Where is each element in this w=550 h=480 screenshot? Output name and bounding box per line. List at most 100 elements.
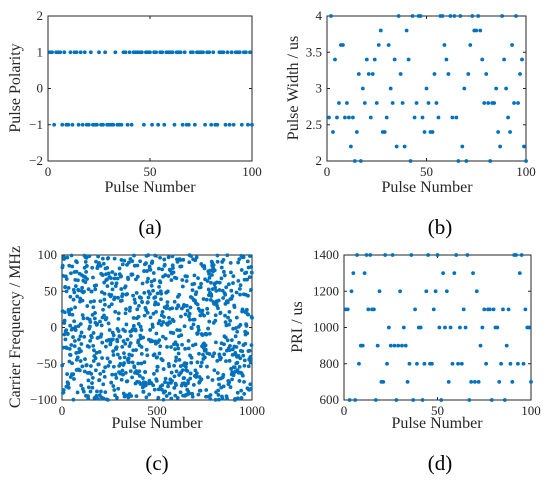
data-point-c	[196, 276, 200, 281]
data-point-c	[213, 318, 218, 323]
data-point-c	[205, 279, 210, 283]
x-axis-label-d: Pulse Number	[391, 415, 483, 432]
data-point-c	[63, 285, 68, 289]
data-point-c	[137, 369, 142, 374]
data-point-c	[69, 343, 74, 347]
data-point-c	[152, 387, 157, 392]
panel-b: 0 50 100 2 2.5 3 3.5 4 Pulse Number Pulse Width…	[285, 8, 536, 239]
data-point-c	[183, 364, 188, 369]
data-point-d	[517, 271, 522, 276]
data-point-c	[87, 344, 91, 349]
data-point-c	[114, 376, 119, 380]
data-point-c	[222, 352, 227, 357]
data-point-c	[238, 283, 243, 288]
data-point-c	[101, 369, 106, 374]
data-point-c	[92, 299, 97, 303]
data-point-c	[113, 372, 118, 377]
data-point-c	[102, 291, 107, 296]
data-point-d	[474, 289, 479, 294]
data-point-a	[80, 122, 85, 127]
data-point-c	[221, 296, 226, 300]
data-point-c	[159, 297, 163, 302]
data-point-b	[512, 101, 516, 105]
data-point-c	[179, 314, 183, 319]
data-point-d	[471, 271, 475, 276]
data-point-d	[461, 307, 466, 312]
data-point-c	[180, 284, 185, 289]
data-point-a	[125, 122, 130, 127]
data-point-c	[171, 266, 175, 270]
data-point-d	[519, 253, 524, 257]
data-point-b	[456, 159, 461, 163]
data-point-c	[60, 263, 65, 268]
y-tick-label: 50	[44, 283, 57, 298]
data-point-c	[195, 330, 200, 335]
data-point-a	[231, 122, 236, 127]
data-point-c	[96, 362, 101, 367]
data-point-c	[134, 277, 138, 282]
data-point-d	[502, 398, 507, 402]
data-point-d	[482, 307, 487, 312]
data-point-c	[173, 358, 178, 363]
data-point-c	[106, 321, 111, 326]
data-point-c	[155, 368, 159, 373]
data-point-c	[122, 361, 127, 365]
data-point-a	[180, 122, 185, 127]
data-point-c	[65, 346, 69, 350]
data-point-c	[131, 348, 136, 353]
data-point-c	[91, 331, 96, 335]
data-point-c	[70, 361, 74, 366]
data-point-c	[247, 275, 252, 280]
x-tick-label: 0	[324, 164, 331, 179]
data-point-d	[446, 379, 451, 384]
data-point-c	[138, 324, 143, 329]
y-tick-label: 3.5	[306, 44, 322, 59]
y-tick-label: 0	[37, 81, 44, 96]
data-point-c	[89, 371, 94, 376]
data-point-c	[101, 261, 106, 266]
data-point-c	[99, 332, 104, 337]
data-point-c	[121, 372, 125, 377]
data-point-c	[148, 268, 153, 272]
data-point-d	[523, 307, 528, 312]
x-tick-label: 0	[59, 403, 66, 418]
data-point-c	[106, 397, 110, 402]
data-point-c	[62, 310, 67, 315]
data-point-c	[225, 396, 230, 401]
data-point-c	[76, 288, 81, 293]
data-point-c	[239, 268, 244, 272]
data-point-c	[164, 394, 169, 398]
data-point-c	[237, 379, 242, 383]
data-point-b	[372, 57, 377, 62]
data-point-c	[210, 378, 215, 382]
data-point-c	[73, 305, 78, 310]
data-point-c	[177, 328, 182, 333]
data-point-c	[145, 300, 150, 305]
data-point-c	[217, 280, 222, 285]
data-point-c	[162, 262, 167, 267]
data-point-c	[190, 288, 195, 293]
data-point-c	[217, 382, 222, 387]
data-point-c	[128, 341, 133, 346]
data-point-c	[189, 326, 194, 331]
data-point-c	[133, 328, 138, 333]
data-point-b	[382, 130, 387, 134]
data-point-c	[92, 348, 96, 353]
data-point-c	[112, 276, 117, 281]
data-point-c	[160, 383, 165, 388]
data-point-c	[110, 281, 114, 286]
data-point-a	[227, 122, 232, 127]
data-point-c	[78, 359, 83, 363]
data-point-d	[422, 361, 427, 366]
data-point-c	[139, 345, 144, 349]
data-point-c	[105, 284, 110, 289]
data-point-c	[163, 389, 168, 394]
data-point-c	[108, 276, 113, 281]
data-point-c	[116, 311, 121, 316]
data-point-c	[152, 352, 157, 357]
data-point-c	[73, 328, 78, 333]
data-point-c	[136, 361, 141, 366]
data-point-c	[97, 261, 102, 265]
data-point-c	[126, 277, 131, 282]
data-point-c	[73, 339, 77, 343]
